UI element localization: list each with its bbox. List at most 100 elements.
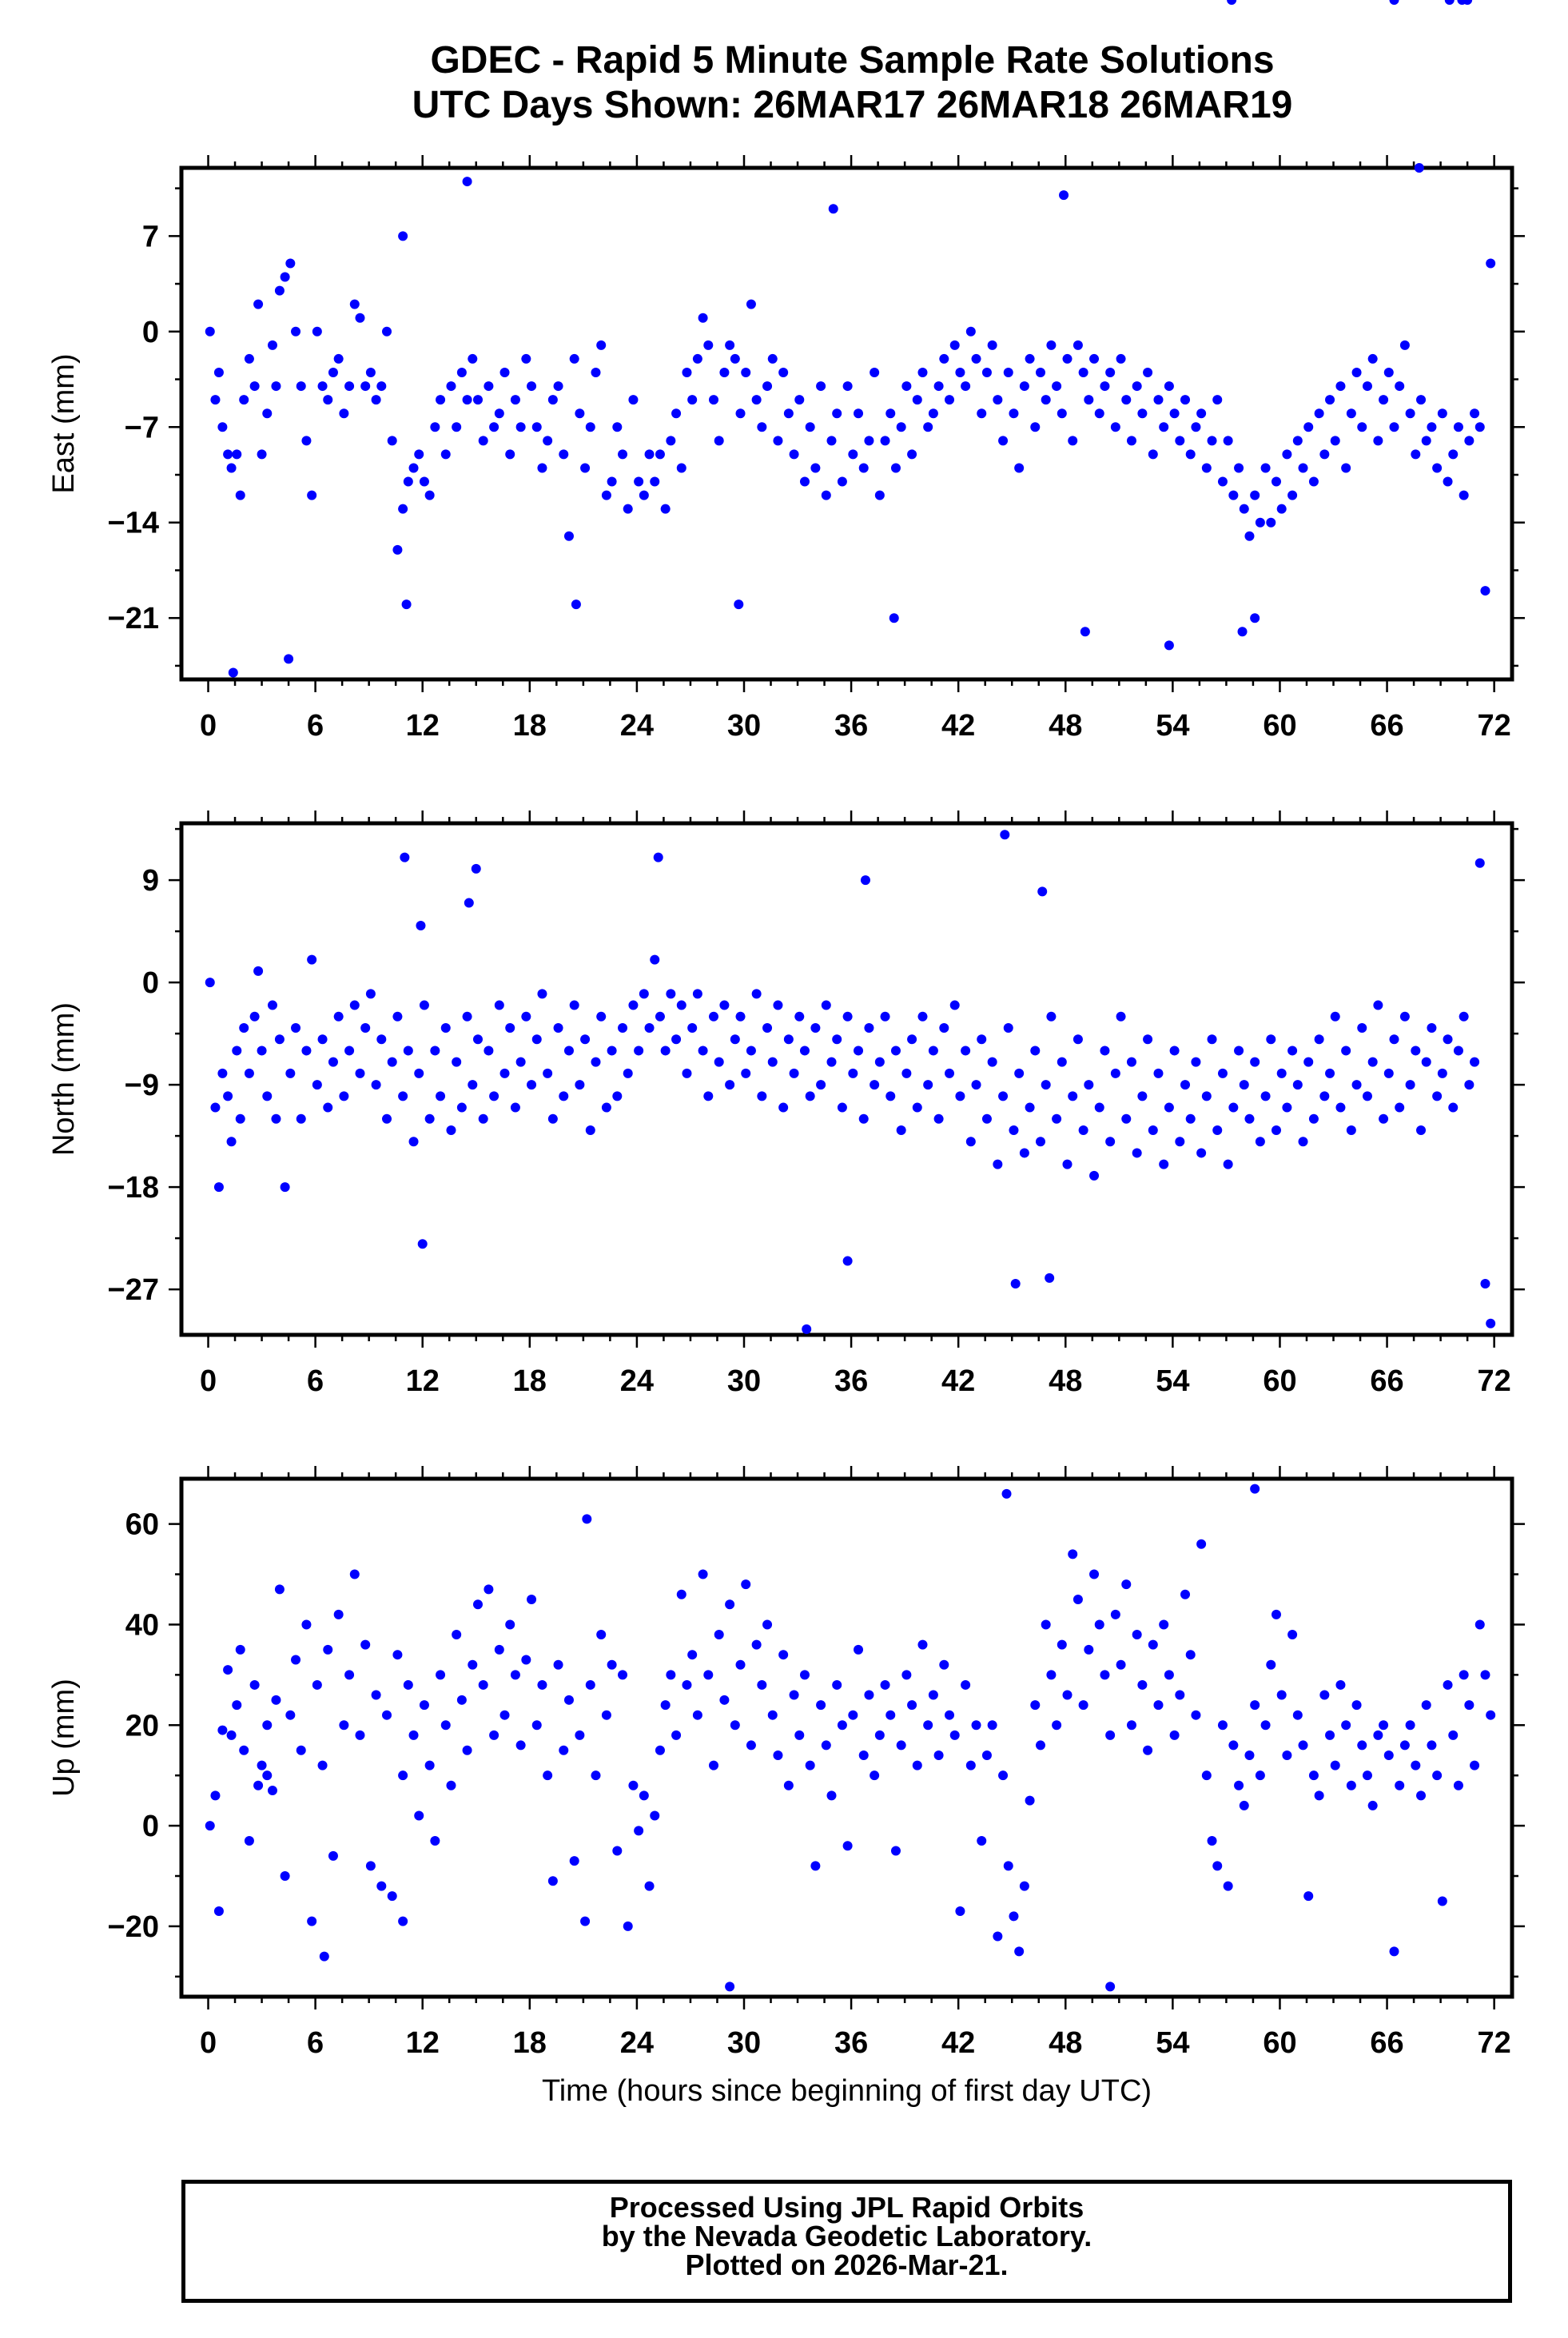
- north-data-point: [471, 863, 481, 874]
- up-data-point: [1427, 1740, 1437, 1751]
- east-data-point: [499, 368, 510, 377]
- up-data-point: [987, 1720, 997, 1731]
- east-y-tick-label: −21: [108, 602, 159, 635]
- east-data-point: [440, 449, 451, 460]
- east-data-point: [521, 353, 531, 364]
- up-data-point: [933, 1751, 944, 1761]
- north-data-point: [1444, 0, 1455, 5]
- east-data-point: [864, 436, 874, 446]
- north-data-point: [676, 1000, 686, 1010]
- north-data-point: [387, 1057, 397, 1067]
- north-data-point: [1169, 1046, 1180, 1056]
- up-data-point: [1105, 1730, 1116, 1740]
- up-data-point: [1255, 1770, 1265, 1781]
- east-data-point: [1116, 353, 1126, 364]
- east-x-tick-label: 60: [1263, 709, 1296, 743]
- up-data-point: [1486, 1710, 1496, 1720]
- east-data-point: [1405, 408, 1415, 419]
- north-y-tick-label: 9: [142, 864, 159, 898]
- north-data-point: [414, 1068, 424, 1078]
- east-data-point: [571, 599, 581, 610]
- north-data-point: [446, 1125, 456, 1135]
- up-data-point: [1341, 1720, 1351, 1731]
- east-y-tick-label: 0: [142, 316, 159, 349]
- east-data-point: [1379, 395, 1389, 405]
- east-data-point: [1282, 449, 1292, 460]
- up-data-point: [543, 1770, 553, 1781]
- up-data-point: [650, 1810, 660, 1821]
- east-data-point: [1373, 436, 1383, 446]
- north-data-point: [735, 1011, 746, 1022]
- north-data-point: [1105, 1137, 1116, 1147]
- north-data-point: [563, 1046, 574, 1056]
- up-data-point: [462, 1745, 472, 1755]
- east-data-point: [1185, 449, 1196, 460]
- north-data-point: [1030, 1046, 1041, 1056]
- east-data-point: [1464, 436, 1474, 446]
- north-data-point: [1399, 1011, 1410, 1022]
- up-data-point: [1416, 1790, 1427, 1801]
- north-data-point: [703, 1091, 714, 1101]
- east-data-point: [1308, 476, 1319, 487]
- east-data-point: [767, 353, 778, 364]
- east-x-tick-label: 18: [513, 709, 547, 743]
- north-data-point: [1244, 1113, 1255, 1124]
- north-data-point: [262, 1091, 273, 1101]
- north-x-tick-label: 42: [941, 1364, 975, 1398]
- east-data-point: [1052, 381, 1062, 392]
- east-data-point: [419, 476, 429, 487]
- east-data-point: [639, 490, 649, 500]
- east-data-point: [484, 381, 494, 392]
- east-data-point: [1223, 436, 1233, 446]
- east-data-point: [939, 353, 949, 364]
- north-data-point: [1287, 1046, 1298, 1056]
- north-data-point: [682, 1068, 692, 1078]
- up-data-point: [563, 1695, 574, 1705]
- north-x-tick-label: 30: [727, 1364, 761, 1398]
- north-data-point: [307, 954, 317, 965]
- north-data-point: [537, 989, 547, 999]
- east-data-point: [623, 504, 633, 514]
- north-data-point: [596, 1011, 607, 1022]
- up-data-point: [226, 1730, 237, 1740]
- up-data-point: [414, 1810, 424, 1821]
- up-data-point: [339, 1720, 349, 1731]
- up-data-point: [981, 1751, 992, 1761]
- up-data-point: [213, 1906, 224, 1917]
- north-data-point: [1121, 1113, 1132, 1124]
- up-data-point: [709, 1760, 718, 1770]
- east-data-point: [456, 368, 467, 377]
- up-data-point: [1335, 1679, 1346, 1690]
- east-data-point: [543, 436, 553, 446]
- north-data-point: [842, 1256, 853, 1266]
- north-data-point: [1474, 858, 1485, 868]
- north-data-point: [1035, 1137, 1045, 1147]
- north-data-point: [1078, 1125, 1088, 1135]
- east-data-point: [515, 422, 526, 432]
- east-data-point: [1239, 504, 1249, 514]
- north-y-tick-label: −27: [108, 1273, 159, 1307]
- north-data-point: [949, 1000, 960, 1010]
- up-data-point: [1287, 1630, 1298, 1640]
- north-data-point: [223, 1091, 233, 1101]
- north-data-point: [232, 1046, 242, 1056]
- east-data-point: [1025, 353, 1035, 364]
- east-data-point: [1453, 422, 1463, 432]
- north-data-point: [837, 1102, 847, 1113]
- north-data-point: [1084, 1080, 1094, 1090]
- up-data-point: [607, 1659, 617, 1670]
- north-data-point: [408, 1137, 419, 1147]
- north-data-point: [832, 1034, 842, 1045]
- up-data-point: [1474, 1619, 1485, 1630]
- east-data-point: [890, 463, 901, 473]
- east-data-point: [709, 395, 718, 405]
- up-data-point: [257, 1760, 267, 1770]
- north-x-tick-label: 72: [1478, 1364, 1511, 1398]
- north-data-point: [874, 1057, 885, 1067]
- east-panel: 0 6 12 18 24 30 36 42 48 54 60 66 72 7 0 −7 −14 −21 East (…: [47, 0, 1525, 743]
- north-data-point: [1303, 1057, 1314, 1067]
- east-data-point: [783, 408, 794, 419]
- east-data-point: [692, 353, 702, 364]
- east-data-point: [923, 422, 933, 432]
